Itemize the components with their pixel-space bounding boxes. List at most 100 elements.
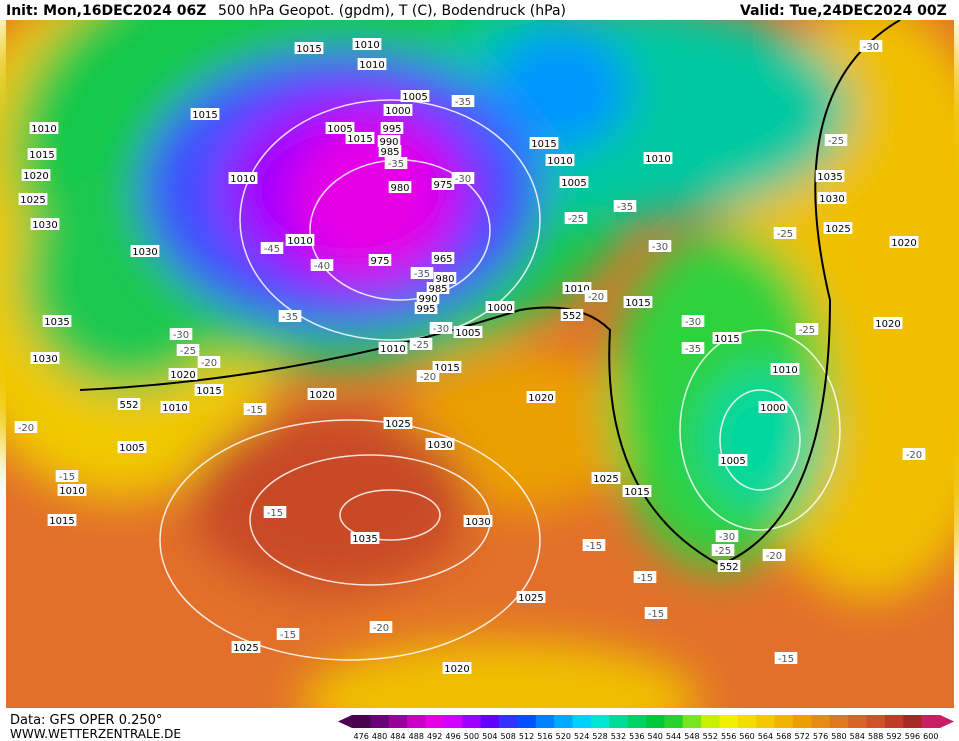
temperature-label-box xyxy=(169,328,193,340)
temperature-label-box xyxy=(644,607,668,619)
legend-label: 484 xyxy=(390,732,405,741)
temperature-label: -30 xyxy=(685,317,701,328)
temperature-label: -20 xyxy=(588,292,604,303)
temperature-label-box xyxy=(648,240,672,252)
isobar-label: 1030 xyxy=(132,247,157,258)
temperature-label: -30 xyxy=(433,324,449,335)
temperature-label: -35 xyxy=(455,97,471,108)
legend-label: 564 xyxy=(758,732,773,741)
temperature-label-box xyxy=(824,134,848,146)
temperature-label: -30 xyxy=(455,174,471,185)
isobar-label-box xyxy=(345,132,375,144)
isobar-label-box xyxy=(307,388,337,400)
legend-swatch xyxy=(572,715,592,728)
legend-swatch xyxy=(701,715,720,728)
isobar-label-box xyxy=(325,122,355,134)
isobar-label: 980 xyxy=(390,183,409,194)
isobar-label: 1015 xyxy=(531,139,556,150)
legend-swatch xyxy=(829,715,849,728)
isobar-label-box xyxy=(383,104,413,116)
map-title: 500 hPa Geopot. (gpdm), T (C), Bodendruc… xyxy=(218,3,566,19)
legend-label: 532 xyxy=(611,732,626,741)
isobar-label: 1000 xyxy=(760,403,785,414)
isobar-label-box xyxy=(516,591,546,603)
temperature-label: -15 xyxy=(778,654,794,665)
legend-label: 560 xyxy=(739,732,754,741)
legend-label: 552 xyxy=(703,732,718,741)
temperature-label-box xyxy=(715,530,739,542)
temperature-label: -30 xyxy=(652,242,668,253)
temperature-label-box xyxy=(564,212,588,224)
legend-label: 596 xyxy=(905,732,920,741)
isobar-label-box xyxy=(285,234,315,246)
isobar-label-box xyxy=(432,361,462,373)
legend-label: 540 xyxy=(648,732,663,741)
temperature-label-box xyxy=(633,571,657,583)
isobar-label: 1030 xyxy=(32,220,57,231)
isobar-label: 980 xyxy=(435,274,454,285)
isobar-label-box xyxy=(357,58,387,70)
legend-label: 520 xyxy=(556,732,571,741)
isobar-label: 1010 xyxy=(31,124,56,135)
legend-swatch xyxy=(903,715,923,728)
isobar-label-box xyxy=(815,170,845,182)
legend-label: 492 xyxy=(427,732,442,741)
isobar-label: 1010 xyxy=(547,156,572,167)
geopotential-label: 552 xyxy=(719,562,738,573)
temperature-label-box xyxy=(176,344,200,356)
isobar-label-box xyxy=(823,222,853,234)
isobar-label: 1035 xyxy=(44,317,69,328)
legend-label: 504 xyxy=(482,732,497,741)
geopotential-label: 552 xyxy=(119,400,138,411)
isobar-label-box xyxy=(383,417,413,429)
isobar-label: 1010 xyxy=(287,236,312,247)
legend-label: 536 xyxy=(629,732,644,741)
temperature-label-box xyxy=(416,370,440,382)
temperature-label-box xyxy=(859,40,883,52)
temperature-label-box xyxy=(263,506,287,518)
isobar-label-box xyxy=(377,135,401,147)
legend-label: 476 xyxy=(354,732,369,741)
isobar-label: 1035 xyxy=(817,172,842,183)
isobar-label-box xyxy=(130,245,160,257)
init-time: Init: Mon,16DEC2024 06Z xyxy=(6,3,206,19)
temperature-label: -35 xyxy=(414,269,430,280)
isobar-label: 1015 xyxy=(625,298,650,309)
temperature-label-box xyxy=(902,448,926,460)
isobar-label-box xyxy=(431,252,455,264)
isobar-label-box xyxy=(47,514,77,526)
isobar-label-box xyxy=(873,317,903,329)
isobar-label: 975 xyxy=(370,256,389,267)
temperature-label-box xyxy=(278,310,302,322)
legend-swatch xyxy=(425,715,445,728)
legend-label: 524 xyxy=(574,732,589,741)
geopotential-label-box xyxy=(117,398,141,410)
isobar-label-box xyxy=(168,368,198,380)
legend-label: 512 xyxy=(519,732,534,741)
temperature-label: -20 xyxy=(373,623,389,634)
temperature-label: -25 xyxy=(413,340,429,351)
isobar-label: 1020 xyxy=(309,390,334,401)
site: WWW.WETTERZENTRALE.DE xyxy=(10,727,181,741)
isobar-label-box xyxy=(559,176,589,188)
isobar-label-box xyxy=(817,192,847,204)
legend-swatch xyxy=(352,715,371,728)
temperature-label: -15 xyxy=(59,472,75,483)
legend-swatch xyxy=(388,715,408,728)
temperature-label-box xyxy=(795,323,819,335)
isobar-label-box xyxy=(433,272,457,284)
legend-label: 480 xyxy=(372,732,387,741)
isobar-label-box xyxy=(27,148,57,160)
temperature-label: -15 xyxy=(247,405,263,416)
temperature-label: -40 xyxy=(314,261,330,272)
isobar-label-box xyxy=(758,401,788,413)
isobar-label: 990 xyxy=(418,294,437,305)
legend-arrow-left xyxy=(338,715,352,728)
isobar-label-box xyxy=(889,236,919,248)
isobar-label: 1030 xyxy=(819,194,844,205)
isobar-label-box xyxy=(431,178,455,190)
isobar-label-box xyxy=(425,438,455,450)
isobar-label-box xyxy=(643,152,673,164)
temperature-label: -15 xyxy=(586,541,602,552)
isobar-label-box xyxy=(117,441,147,453)
